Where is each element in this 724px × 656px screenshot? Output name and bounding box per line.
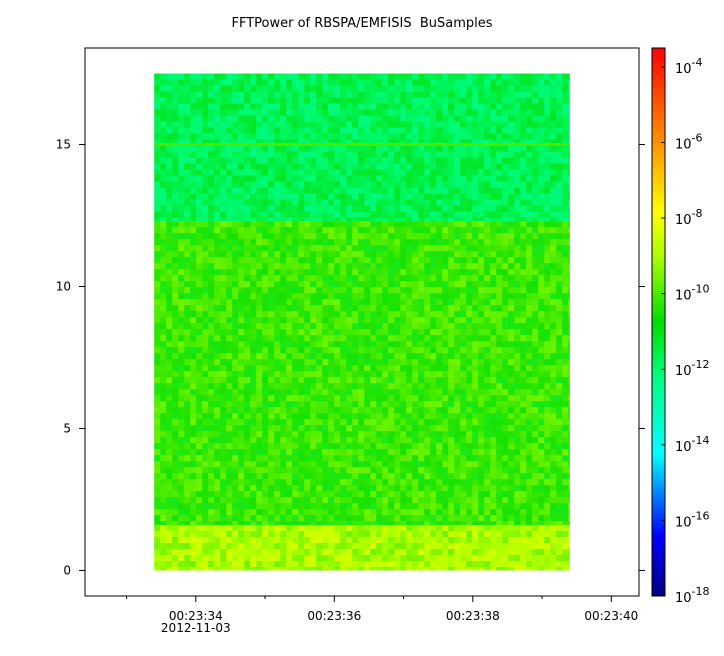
colorbar-tick-label: 10-4: [675, 56, 703, 77]
chart-title: FFTPower of RBSPA/EMFISIS BuSamples: [231, 16, 493, 31]
x-tick-label: 00:23:36: [307, 609, 361, 623]
spectrogram-band-1: [154, 221, 570, 526]
spectrogram-band-2: [154, 73, 570, 222]
colorbar-tick-label: 10-8: [675, 207, 703, 228]
colorbar-tick-label: 10-6: [675, 131, 703, 152]
colorbar-tick-label: 10-18: [675, 585, 710, 606]
plot-area: [84, 47, 640, 597]
y-tick-label: 0: [63, 563, 71, 577]
x-tick-date-label: 2012-11-03: [161, 621, 231, 635]
x-tick-label: 00:23:38: [446, 609, 500, 623]
spectrogram-band-0: [154, 525, 570, 571]
x-tick-label: 00:23:40: [584, 609, 638, 623]
colorbar-tick-label: 10-14: [675, 434, 710, 455]
y-tick-label: 5: [63, 421, 71, 435]
colorbar-tick-label: 10-10: [675, 283, 710, 304]
colorbar-tick-label: 10-12: [675, 358, 710, 379]
y-tick-label: 15: [56, 138, 71, 152]
x-tick-label: 00:23:34: [169, 609, 223, 623]
y-axis: 0 5 10 15: [56, 138, 645, 577]
colorbar-bar: [651, 47, 666, 597]
y-tick-label: 10: [56, 280, 71, 294]
colorbar-tick-label: 10-16: [675, 509, 710, 530]
colorbar: 10-4 10-6 10-8 10-10 10-12 10-14 10-16 10-18: [651, 47, 710, 606]
